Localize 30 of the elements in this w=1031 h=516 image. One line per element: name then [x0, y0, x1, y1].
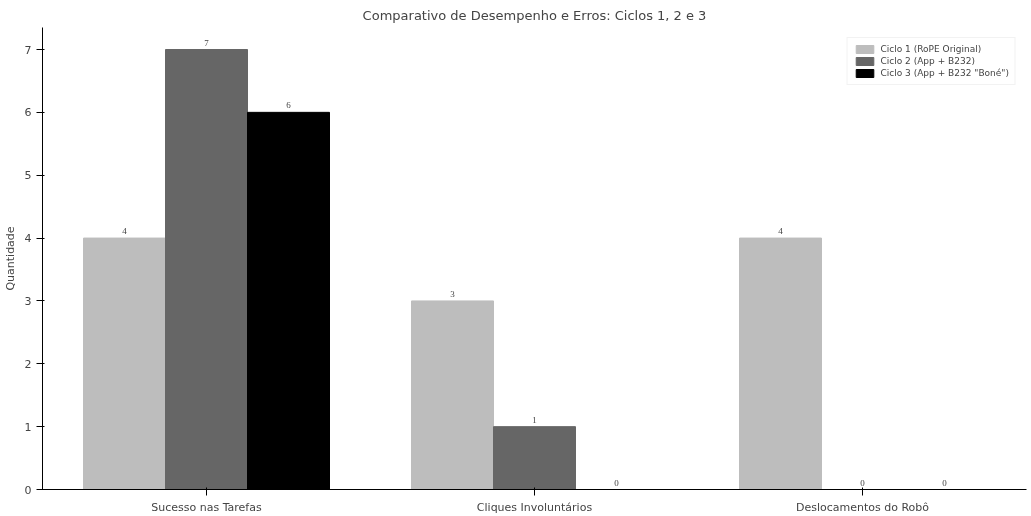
y-tick-label: 6 [24, 106, 32, 120]
data-label: 4 [122, 226, 128, 237]
chart-title: Comparativo de Desempenho e Erros: Ciclos 1, 2 e 3 [362, 7, 707, 23]
bar [739, 237, 822, 490]
bar [411, 300, 494, 490]
bar [165, 49, 248, 490]
y-tick-label: 3 [24, 294, 32, 308]
y-tick-label: 1 [24, 420, 32, 434]
data-label: 1 [532, 414, 537, 425]
y-tick-label: 4 [24, 232, 32, 246]
data-label: 3 [450, 288, 456, 299]
data-label: 4 [778, 226, 784, 237]
data-label: 0 [942, 477, 948, 488]
y-tick-label: 7 [24, 43, 32, 57]
y-axis-title: Quantidade [3, 226, 17, 291]
data-label: 0 [614, 477, 620, 488]
y-tick-label: 2 [24, 357, 32, 371]
data-label: 7 [204, 37, 210, 48]
legend-label: Ciclo 3 (App + B232 "Boné") [880, 68, 1009, 78]
y-tick-label: 0 [24, 483, 32, 497]
bar [493, 426, 576, 490]
legend-label: Ciclo 2 (App + B232) [880, 56, 975, 66]
data-label: 6 [286, 100, 292, 111]
x-tick-label: Sucesso nas Tarefas [151, 500, 262, 514]
x-tick-label: Cliques Involuntários [476, 500, 593, 514]
data-label: 0 [860, 477, 866, 488]
x-tick-label: Deslocamentos do Robô [795, 500, 930, 514]
bar [83, 237, 166, 490]
legend-label: Ciclo 1 (RoPE Original) [880, 44, 982, 54]
y-tick-label: 5 [24, 169, 32, 183]
